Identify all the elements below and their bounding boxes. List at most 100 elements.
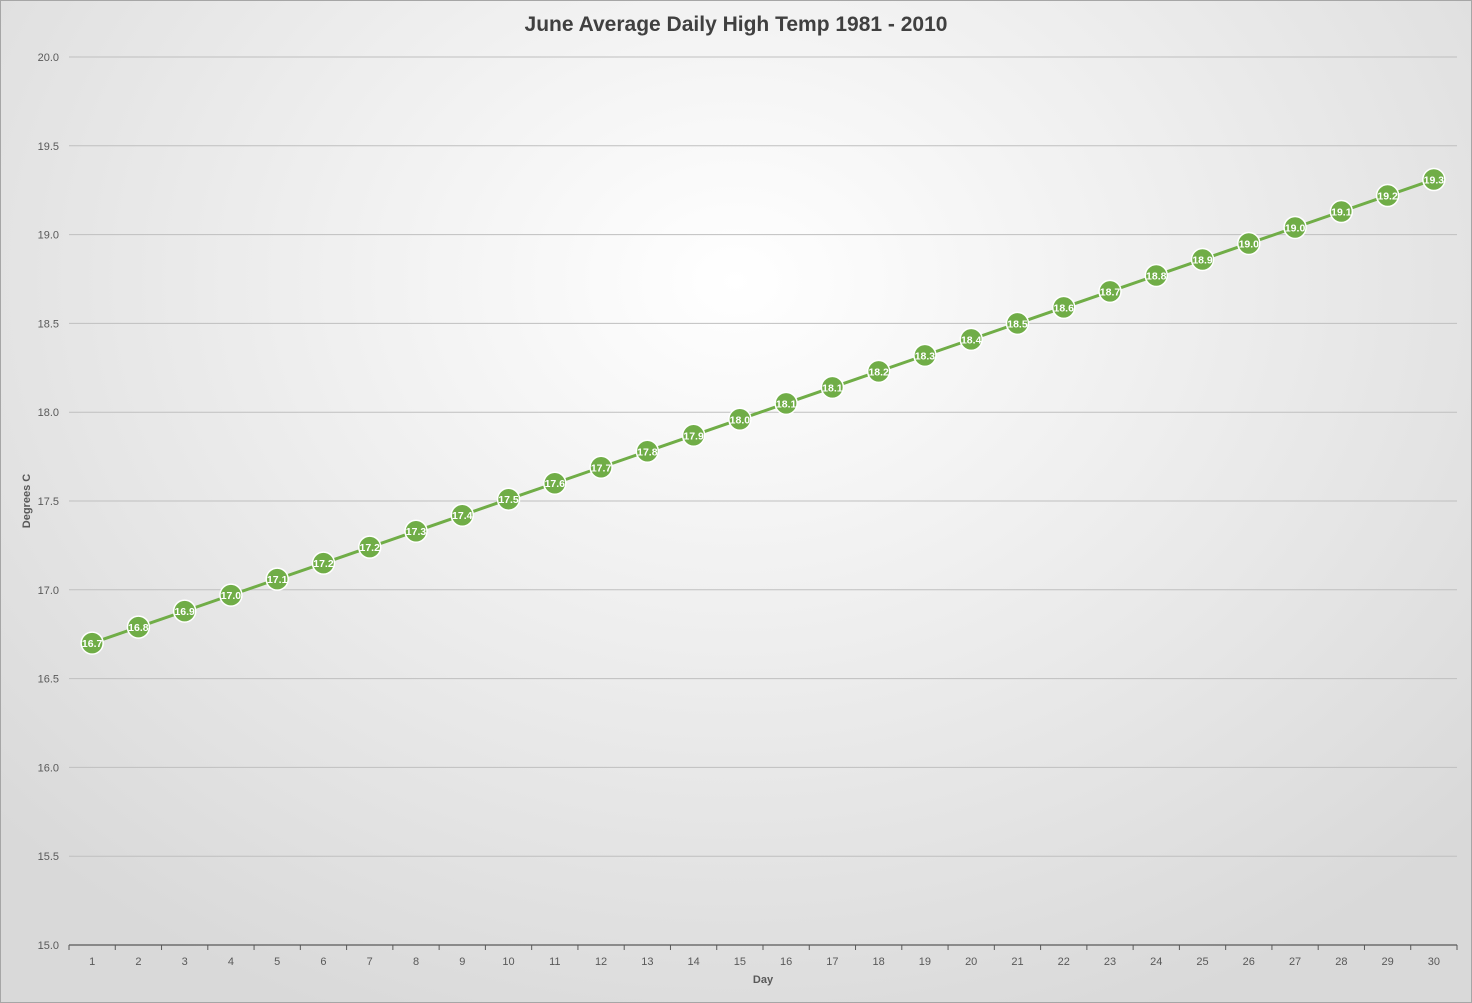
- data-point: [80, 631, 104, 655]
- y-tick-label: 15.5: [38, 851, 59, 863]
- data-label: 18.1: [776, 398, 797, 410]
- x-tick-label: 16: [780, 956, 792, 968]
- data-label: 18.3: [915, 350, 936, 362]
- x-tick-label: 3: [182, 956, 188, 968]
- data-label: 18.9: [1192, 254, 1213, 266]
- data-label: 18.0: [730, 414, 751, 426]
- y-tick-label: 18.0: [38, 407, 59, 419]
- data-point: [543, 471, 567, 495]
- data-label: 19.0: [1239, 238, 1260, 250]
- x-tick-label: 1: [89, 956, 95, 968]
- data-point: [728, 407, 752, 432]
- data-point: [866, 359, 891, 384]
- data-label: 18.5: [1007, 318, 1028, 330]
- data-label: 19.0: [1285, 222, 1306, 234]
- data-point: [959, 327, 983, 352]
- x-axis-title: Day: [753, 974, 774, 986]
- data-point: [1329, 199, 1354, 224]
- x-tick-label: 19: [919, 956, 931, 968]
- data-point: [1422, 167, 1446, 192]
- data-point: [774, 391, 798, 416]
- series: [80, 167, 1446, 655]
- data-label: 16.7: [82, 638, 103, 650]
- data-label: 18.4: [961, 334, 982, 346]
- x-tick-label: 17: [826, 956, 838, 968]
- y-tick-label: 16.5: [38, 674, 59, 686]
- x-tick-label: 11: [549, 956, 560, 968]
- data-label: 19.2: [1377, 191, 1398, 203]
- data-point: [404, 519, 428, 543]
- data-label: 17.3: [406, 526, 427, 538]
- x-tick-label: 14: [687, 956, 699, 968]
- x-tick-label: 6: [320, 956, 326, 968]
- y-tick-label: 19.5: [38, 141, 59, 153]
- data-label: 19.3: [1424, 175, 1445, 187]
- x-tick-label: 21: [1011, 956, 1023, 968]
- data-point: [1190, 247, 1215, 272]
- x-tick-label: 22: [1058, 956, 1070, 968]
- data-point: [126, 615, 151, 639]
- x-tick-label: 15: [734, 956, 746, 968]
- data-label: 17.6: [545, 478, 566, 490]
- chart-title: June Average Daily High Temp 1981 - 2010: [524, 13, 948, 36]
- x-tick-label: 5: [274, 956, 280, 968]
- x-tick-label: 13: [641, 956, 653, 968]
- data-point: [357, 535, 382, 559]
- series-line: [91, 178, 1435, 645]
- x-tick-label: 28: [1335, 956, 1347, 968]
- data-point: [1283, 215, 1307, 240]
- x-tick-label: 23: [1104, 956, 1116, 968]
- data-label: 17.8: [637, 446, 658, 458]
- data-label: 18.8: [1146, 270, 1167, 282]
- data-point: [311, 551, 336, 575]
- y-tick-label: 20.0: [38, 52, 59, 64]
- data-label: 17.7: [591, 462, 612, 474]
- data-point: [635, 439, 660, 464]
- data-label: 19.1: [1331, 207, 1352, 219]
- data-point: [1098, 279, 1122, 304]
- x-tick-label: 26: [1243, 956, 1255, 968]
- data-point: [820, 375, 845, 400]
- data-point: [1051, 295, 1076, 320]
- data-point: [172, 599, 197, 623]
- data-label: 17.1: [267, 574, 288, 586]
- data-point: [219, 583, 243, 607]
- x-tick-label: 24: [1150, 956, 1162, 968]
- y-tick-label: 17.5: [38, 496, 59, 508]
- data-point: [1375, 183, 1400, 208]
- y-tick-label: 15.0: [38, 940, 59, 952]
- data-label: 17.2: [313, 558, 334, 570]
- data-label: 17.9: [683, 430, 704, 442]
- data-point: [913, 343, 937, 368]
- data-label: 18.2: [868, 366, 889, 378]
- data-label: 17.2: [360, 542, 381, 554]
- x-tick-label: 10: [502, 956, 514, 968]
- data-label: 18.6: [1054, 302, 1075, 314]
- data-point: [265, 567, 289, 591]
- x-tick-label: 27: [1289, 956, 1301, 968]
- data-point: [496, 487, 521, 511]
- data-label: 18.1: [822, 382, 843, 394]
- data-label: 18.7: [1100, 286, 1121, 298]
- x-tick-label: 7: [367, 956, 373, 968]
- gridlines: [69, 56, 1457, 857]
- data-point: [1005, 311, 1030, 336]
- data-labels: 16.7 16.8 16.9 17.0 17.1 17.2 17.2 17.3 17.4 17.5…: [82, 175, 1444, 651]
- data-label: 16.8: [128, 622, 149, 634]
- x-tick-label: 4: [228, 956, 234, 968]
- x-tick-label: 18: [873, 956, 885, 968]
- x-tick-label: 25: [1196, 956, 1208, 968]
- data-label: 17.0: [221, 590, 242, 602]
- x-tick-label: 30: [1428, 956, 1440, 968]
- data-point: [681, 423, 706, 448]
- x-tick-label: 8: [413, 956, 419, 968]
- x-tick-label: 12: [595, 956, 607, 968]
- y-tick-label: 18.5: [38, 318, 59, 330]
- x-tick-label: 2: [135, 956, 141, 968]
- data-label: 17.4: [452, 510, 473, 522]
- axes: 15.0 15.5 16.0 16.5 17.0 17.5 18.0 18.5 19.0 19.5…: [38, 52, 1458, 968]
- data-point: [1237, 231, 1261, 256]
- x-tick-label: 29: [1381, 956, 1393, 968]
